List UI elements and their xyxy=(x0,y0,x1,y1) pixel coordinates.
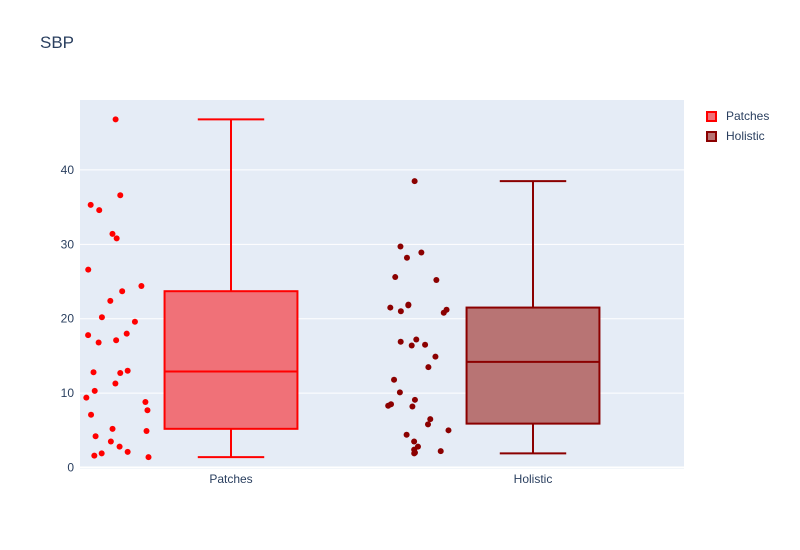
data-point xyxy=(88,411,95,418)
data-point xyxy=(418,249,425,256)
data-point xyxy=(131,318,138,325)
data-point xyxy=(432,353,439,360)
data-point xyxy=(437,448,444,455)
x-tick-label: Patches xyxy=(209,472,252,486)
data-point xyxy=(445,427,452,434)
data-point xyxy=(98,450,105,457)
data-point xyxy=(109,425,116,432)
data-point xyxy=(112,380,119,387)
y-tick-label: 40 xyxy=(61,163,75,177)
y-tick-label: 0 xyxy=(67,461,74,475)
data-point xyxy=(142,399,149,406)
data-point xyxy=(124,367,131,374)
y-tick-label: 10 xyxy=(61,386,75,400)
legend-item-patches[interactable]: Patches xyxy=(706,106,769,126)
series-holistic xyxy=(385,178,601,457)
data-point xyxy=(411,450,418,457)
legend-swatch xyxy=(706,110,717,122)
iqr-box xyxy=(163,290,299,430)
data-point xyxy=(424,421,431,428)
data-point xyxy=(403,254,410,261)
data-point xyxy=(113,235,120,242)
data-point xyxy=(85,332,92,339)
data-point xyxy=(90,369,97,376)
data-point xyxy=(413,336,420,343)
series-patches xyxy=(83,116,299,461)
data-point xyxy=(143,428,150,435)
data-point xyxy=(145,454,152,461)
y-tick-label: 20 xyxy=(61,312,75,326)
data-point xyxy=(107,438,114,445)
data-point xyxy=(124,448,131,455)
data-point xyxy=(427,416,434,423)
data-point xyxy=(409,403,416,410)
data-point xyxy=(117,192,124,199)
data-point xyxy=(109,230,116,237)
legend-swatch xyxy=(706,130,717,142)
data-point xyxy=(392,274,399,281)
data-point xyxy=(123,330,130,337)
data-point xyxy=(422,341,429,348)
legend-item-holistic[interactable]: Holistic xyxy=(706,126,769,146)
data-point xyxy=(397,243,404,250)
legend: Patches Holistic xyxy=(706,106,769,146)
data-point xyxy=(144,407,151,414)
data-point xyxy=(119,288,126,295)
data-point xyxy=(408,342,415,349)
data-point xyxy=(411,396,418,403)
data-point xyxy=(112,116,119,123)
data-point xyxy=(385,402,392,409)
data-point xyxy=(440,309,447,316)
y-tick-label: 30 xyxy=(61,237,75,251)
data-point xyxy=(433,277,440,284)
data-point xyxy=(87,201,94,208)
data-point xyxy=(83,394,90,401)
data-point xyxy=(405,302,412,309)
data-point xyxy=(113,337,120,344)
data-point xyxy=(92,433,99,440)
data-point xyxy=(411,438,418,445)
chart-title: SBP xyxy=(40,33,75,52)
data-point xyxy=(138,282,145,289)
data-point xyxy=(396,389,403,396)
data-point xyxy=(96,207,103,214)
data-point xyxy=(397,308,404,315)
data-point xyxy=(107,297,114,304)
data-point xyxy=(403,431,410,438)
data-point xyxy=(95,339,102,346)
data-point xyxy=(387,304,394,311)
data-point xyxy=(91,452,98,459)
data-point xyxy=(425,364,432,371)
x-tick-label: Holistic xyxy=(514,472,553,486)
data-point xyxy=(98,314,105,321)
data-point xyxy=(85,266,92,273)
data-point xyxy=(411,178,418,185)
legend-label: Holistic xyxy=(726,129,765,143)
data-point xyxy=(117,370,124,377)
data-point xyxy=(116,443,123,450)
legend-label: Patches xyxy=(726,109,770,123)
data-point xyxy=(397,338,404,345)
data-point xyxy=(391,376,398,383)
data-point xyxy=(91,387,98,394)
iqr-box xyxy=(465,306,601,425)
